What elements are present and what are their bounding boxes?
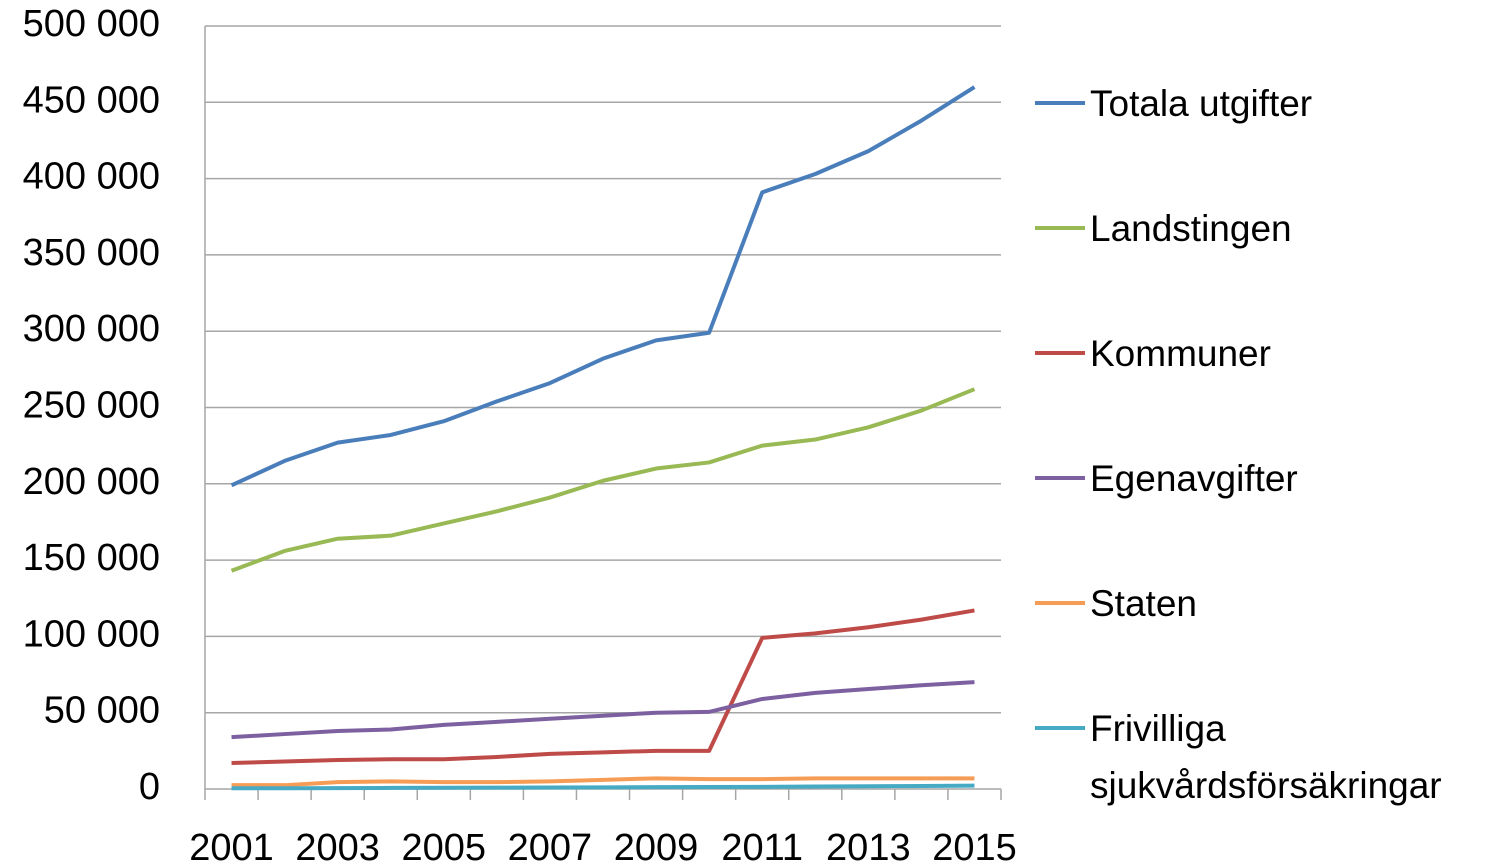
y-tick-label: 300 000	[23, 308, 160, 350]
x-tick-label: 2007	[508, 827, 593, 866]
legend-label: Kommuner	[1090, 333, 1271, 374]
line-series	[231, 776, 975, 788]
legend-label: Totala utgifter	[1090, 83, 1313, 124]
y-tick-label: 450 000	[23, 79, 160, 121]
y-tick-label: 200 000	[23, 461, 160, 503]
y-tick-label: 350 000	[23, 232, 160, 274]
x-tick-label: 2011	[721, 827, 803, 866]
y-tick-label: 150 000	[23, 537, 160, 579]
line-series	[231, 608, 975, 766]
x-tick-label: 2013	[826, 827, 911, 866]
legend-label: Egenavgifter	[1090, 458, 1298, 499]
x-tick-label: 2003	[295, 827, 380, 866]
line-series	[231, 680, 975, 740]
x-tick-label: 2005	[402, 827, 487, 866]
legend-label: Frivilliga sjukvårdsförsäkringar	[1090, 708, 1442, 806]
line-series	[230, 387, 976, 573]
x-tick-label: 2009	[614, 827, 699, 866]
y-tick-label: 100 000	[23, 613, 160, 655]
line-series	[231, 783, 975, 791]
y-tick-label: 250 000	[23, 385, 160, 427]
legend-label: Landstingen	[1090, 208, 1292, 249]
y-tick-label: 50 000	[44, 690, 160, 732]
y-tick-label: 0	[139, 766, 160, 808]
y-tick-label: 400 000	[23, 156, 160, 198]
y-tick-label: 500 000	[23, 3, 160, 45]
line-series	[230, 85, 976, 488]
x-tick-label: 2001	[189, 827, 274, 866]
legend-label: Staten	[1090, 583, 1197, 624]
x-tick-label: 2015	[932, 827, 1017, 866]
